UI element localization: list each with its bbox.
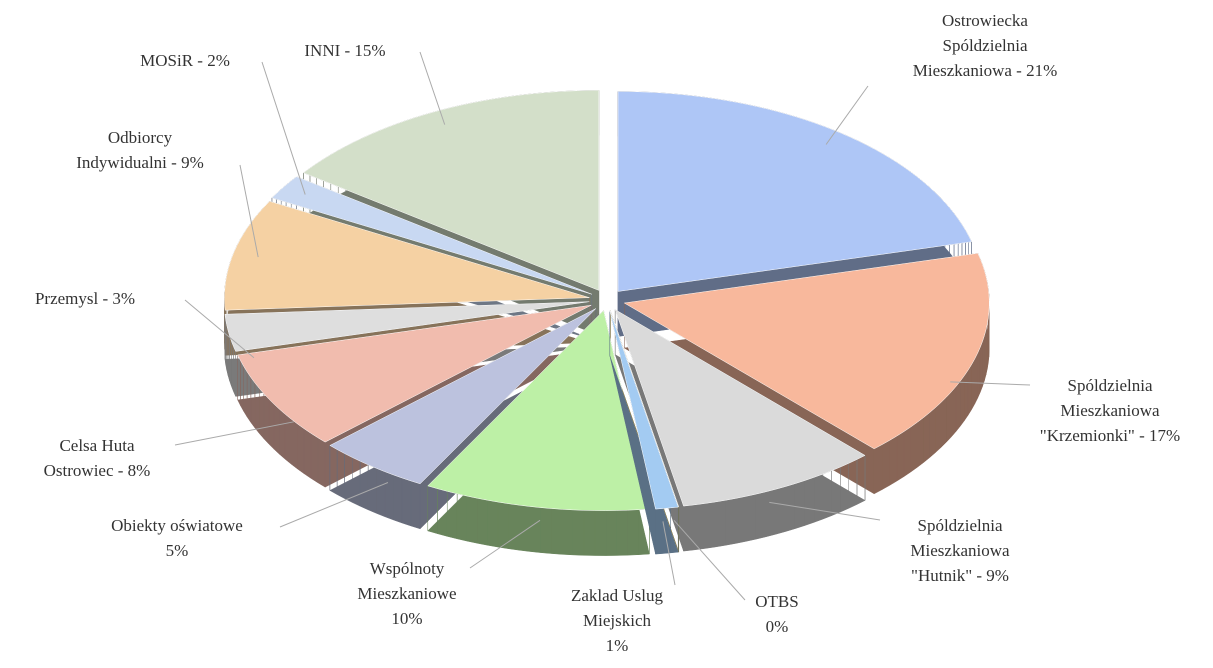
slice bbox=[610, 310, 680, 508]
data-label: Ostrowiec - 8% bbox=[44, 461, 151, 480]
data-label: Mieszkaniowe bbox=[357, 584, 456, 603]
leader-line bbox=[673, 519, 746, 601]
data-label: Wspólnoty bbox=[370, 559, 445, 578]
data-label: OTBS bbox=[755, 592, 798, 611]
leader-line bbox=[239, 164, 259, 258]
data-label: Spóldzielnia bbox=[1068, 376, 1153, 395]
leader-line bbox=[950, 381, 1031, 386]
slice bbox=[329, 308, 597, 485]
data-label: Mieszkaniowa bbox=[1060, 401, 1160, 420]
data-label: "Hutnik" - 9% bbox=[911, 566, 1009, 585]
data-label: Celsa Huta bbox=[59, 436, 135, 455]
leader-line bbox=[662, 521, 676, 586]
slice bbox=[271, 176, 592, 295]
slice bbox=[623, 253, 990, 450]
slice bbox=[224, 201, 590, 311]
leader-line bbox=[419, 51, 446, 125]
data-label: 10% bbox=[391, 609, 422, 628]
leader-line bbox=[469, 519, 541, 569]
slice bbox=[237, 304, 592, 443]
leader-line bbox=[261, 61, 306, 195]
data-label: 5% bbox=[166, 541, 189, 560]
data-label: Indywidualni - 9% bbox=[76, 153, 203, 172]
data-label: MOSiR - 2% bbox=[140, 51, 230, 70]
data-label: Miejskich bbox=[583, 611, 651, 630]
leader-line bbox=[825, 85, 869, 145]
data-label: Spóldzielnia bbox=[918, 516, 1003, 535]
leader-line bbox=[174, 421, 294, 446]
leader-line bbox=[279, 482, 389, 528]
data-label: INNI - 15% bbox=[304, 41, 385, 60]
data-label: Ostrowiecka bbox=[942, 11, 1028, 30]
data-label: Przemysl - 3% bbox=[35, 289, 135, 308]
slice bbox=[224, 301, 590, 352]
data-label: Mieszkaniowa - 21% bbox=[913, 61, 1057, 80]
data-label: Zaklad Uslug bbox=[571, 586, 664, 605]
data-label: Obiekty oświatowe bbox=[111, 516, 243, 535]
slice bbox=[614, 309, 866, 507]
data-label: Odbiorcy bbox=[108, 128, 173, 147]
data-label: Spóldzielnia bbox=[943, 36, 1028, 55]
leader-line bbox=[184, 299, 255, 359]
slice bbox=[609, 310, 679, 510]
slice bbox=[303, 90, 600, 291]
data-label: Mieszkaniowa bbox=[910, 541, 1010, 560]
slice-side bbox=[427, 310, 650, 556]
data-label: "Krzemionki" - 17% bbox=[1040, 426, 1180, 445]
data-label: 0% bbox=[766, 617, 789, 636]
data-label: 1% bbox=[606, 636, 629, 655]
slice bbox=[617, 91, 972, 292]
leader-line bbox=[769, 501, 881, 521]
slice bbox=[427, 310, 650, 511]
